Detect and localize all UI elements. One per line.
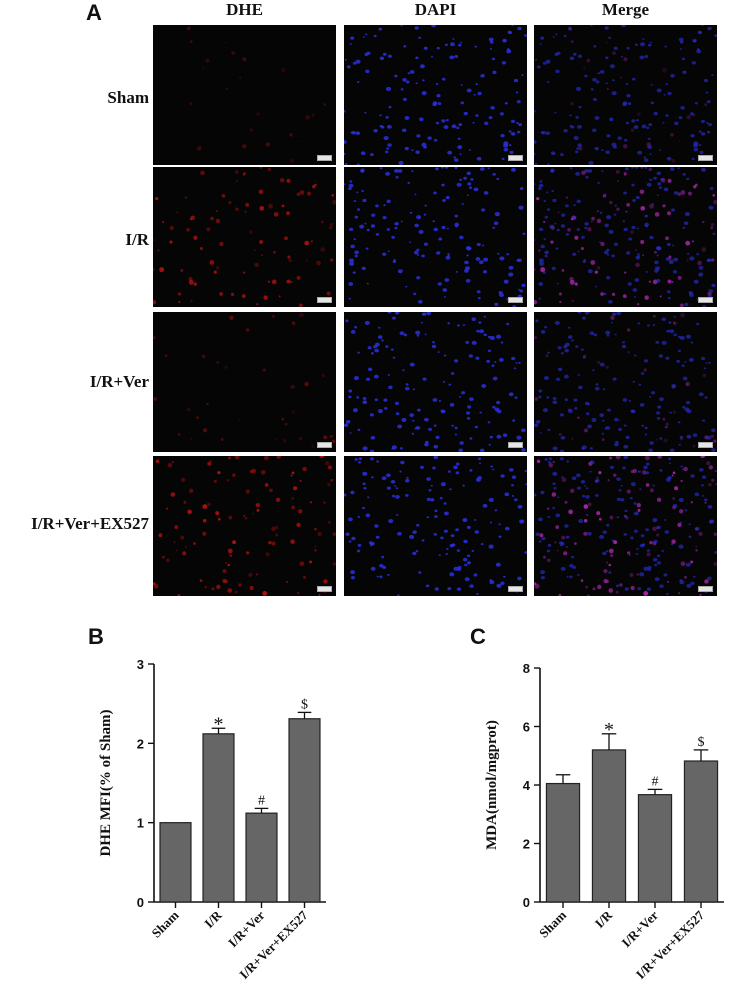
micrograph-dapi-ir-ver-ex527 xyxy=(344,456,527,596)
y-tick-label: 4 xyxy=(523,778,531,793)
bar-i-r-ver xyxy=(245,812,278,903)
scale-bar xyxy=(508,297,523,303)
bar-i-r xyxy=(591,749,627,903)
scale-bar xyxy=(508,155,523,161)
column-title-merge: Merge xyxy=(601,0,650,19)
bar-sham xyxy=(159,822,192,903)
micrograph-dhe-ir xyxy=(153,167,336,307)
y-tick-label: 6 xyxy=(523,720,530,735)
micrograph-dapi-ir-ver xyxy=(344,312,527,452)
scale-bar xyxy=(317,586,332,592)
micrograph-merge-ir xyxy=(534,167,717,307)
micrograph-dapi-ir xyxy=(344,167,527,307)
micrograph-merge-sham xyxy=(534,25,717,165)
scale-bar xyxy=(508,442,523,448)
bar-i-r-ver-ex527 xyxy=(683,760,719,903)
significance-mark: # xyxy=(652,774,659,789)
scale-bar xyxy=(317,155,332,161)
bar-i-r-ver xyxy=(637,794,673,903)
significance-mark: $ xyxy=(301,697,308,712)
micrograph-dhe-ir-ver xyxy=(153,312,336,452)
scale-bar xyxy=(698,297,713,303)
panel-label-b: B xyxy=(88,624,104,649)
panel-label-c: C xyxy=(470,624,486,649)
y-tick-label: 2 xyxy=(523,837,530,852)
micrograph-dhe-sham xyxy=(153,25,336,165)
y-axis-label: MDA(nmol/mgprot) xyxy=(484,720,500,850)
micrograph-dapi-sham xyxy=(344,25,527,165)
x-tick-label: Sham xyxy=(536,907,569,940)
y-tick-label: 0 xyxy=(523,895,530,910)
micrograph-dhe-ir-ver-ex527 xyxy=(153,456,336,596)
significance-mark: $ xyxy=(698,735,705,750)
y-axis-label: DHE MFI(% of Sham) xyxy=(98,709,114,856)
row-label-ir-ver: I/R+Ver xyxy=(89,372,149,391)
row-label-ir-ver-ex527: I/R+Ver+EX527 xyxy=(31,514,149,533)
y-tick-label: 8 xyxy=(523,661,530,676)
micrograph-merge-ir-ver-ex527 xyxy=(534,456,717,596)
bar-sham xyxy=(545,782,581,903)
micrograph-merge-ir-ver xyxy=(534,312,717,452)
scale-bar xyxy=(317,442,332,448)
column-title-dapi: DAPI xyxy=(414,0,457,19)
x-tick-label: I/R xyxy=(592,907,616,931)
column-title-dhe: DHE xyxy=(226,0,263,19)
y-tick-label: 0 xyxy=(137,895,144,910)
row-label-ir: I/R xyxy=(125,230,149,249)
chart-mda: 02468MDA(nmol/mgprot)Sham*I/R#I/R+Ver$I/… xyxy=(484,661,724,982)
scale-bar xyxy=(698,155,713,161)
x-tick-label: I/R xyxy=(201,907,225,931)
row-label-sham: Sham xyxy=(107,88,149,107)
x-tick-label: I/R+Ver xyxy=(619,907,662,950)
x-tick-label: Sham xyxy=(149,907,182,940)
significance-mark: # xyxy=(258,793,265,808)
scale-bar xyxy=(508,586,523,592)
significance-mark: * xyxy=(604,719,614,741)
scale-bar xyxy=(698,586,713,592)
scale-bar xyxy=(317,297,332,303)
y-tick-label: 2 xyxy=(137,736,144,751)
scale-bar xyxy=(698,442,713,448)
bar-i-r xyxy=(202,733,235,903)
panel-label-a: A xyxy=(86,0,102,25)
y-tick-label: 3 xyxy=(137,657,144,672)
y-tick-label: 1 xyxy=(137,816,144,831)
significance-mark: * xyxy=(214,713,224,735)
x-tick-label: I/R+Ver xyxy=(225,907,268,950)
bar-i-r-ver-ex527 xyxy=(288,718,321,903)
